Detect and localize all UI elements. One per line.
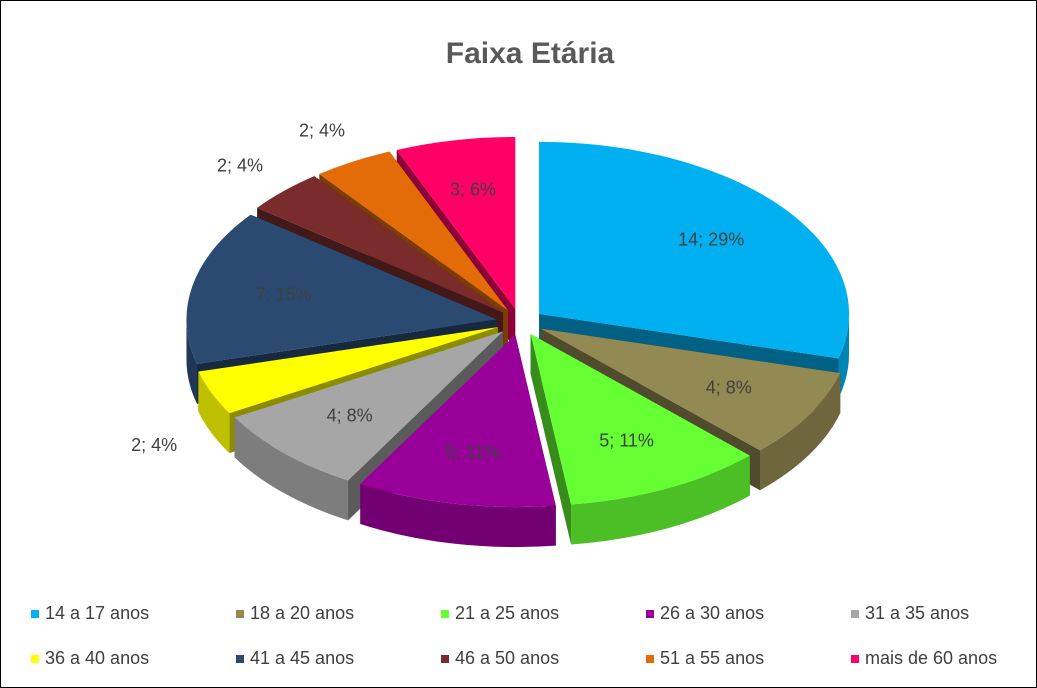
slice-rim	[186, 319, 198, 404]
slice-tops	[186, 136, 850, 508]
legend-swatch	[851, 655, 859, 663]
data-label: 2; 4%	[299, 120, 345, 140]
data-label: 4; 8%	[327, 405, 373, 425]
slice-rim	[198, 371, 230, 454]
data-label: 14; 29%	[678, 229, 744, 249]
data-label: 2; 4%	[131, 435, 177, 455]
legend-label: 18 a 20 anos	[250, 603, 354, 623]
data-label: 4; 8%	[706, 378, 752, 398]
slice	[319, 151, 508, 311]
legend: 14 a 17 anos 18 a 20 anos 21 a 25 anos 26 a…	[31, 603, 997, 668]
data-label: 5; 11%	[446, 442, 501, 462]
legend-label: 21 a 25 anos	[455, 603, 559, 623]
legend-label: 36 a 40 anos	[45, 648, 149, 668]
slice-rim	[360, 484, 556, 548]
slice	[396, 136, 516, 309]
legend-label: 31 a 35 anos	[865, 603, 969, 623]
slice	[198, 327, 498, 414]
slice-rim	[759, 373, 841, 491]
data-label: 2; 4%	[217, 155, 263, 175]
legend-label: 26 a 30 anos	[660, 603, 764, 623]
slice	[186, 214, 497, 364]
slice	[360, 335, 556, 508]
slice-wall	[530, 333, 572, 545]
legend-swatch	[441, 610, 449, 618]
legend-swatch	[31, 610, 39, 618]
slice	[257, 176, 504, 313]
slice	[539, 141, 850, 359]
slice-rim	[838, 313, 850, 399]
chart-title: Faixa Etária	[446, 37, 615, 70]
legend-label: mais de 60 anos	[865, 648, 997, 668]
data-label: 7; 15%	[256, 285, 312, 305]
slice-rim	[571, 455, 750, 545]
slice	[540, 328, 841, 451]
legend-label: 41 a 45 anos	[250, 648, 354, 668]
data-label: 5; 11%	[599, 431, 654, 451]
slice-rim	[234, 417, 349, 521]
slice	[234, 331, 504, 481]
legend-swatch	[441, 655, 449, 663]
legend-label: 14 a 17 anos	[45, 603, 149, 623]
data-labels: 14; 29% 4; 8% 5; 11% 5; 11% 4; 8% 2; 4% 7; 15%…	[131, 120, 752, 461]
legend-swatch	[851, 610, 859, 618]
legend-swatch	[236, 610, 244, 618]
data-label: 3; 6%	[450, 180, 496, 200]
legend-swatch	[236, 655, 244, 663]
legend-swatch	[646, 610, 654, 618]
legend-swatch	[31, 655, 39, 663]
legend-label: 51 a 55 anos	[660, 648, 764, 668]
slice	[530, 333, 750, 505]
legend-swatch	[646, 655, 654, 663]
legend-label: 46 a 50 anos	[455, 648, 559, 668]
